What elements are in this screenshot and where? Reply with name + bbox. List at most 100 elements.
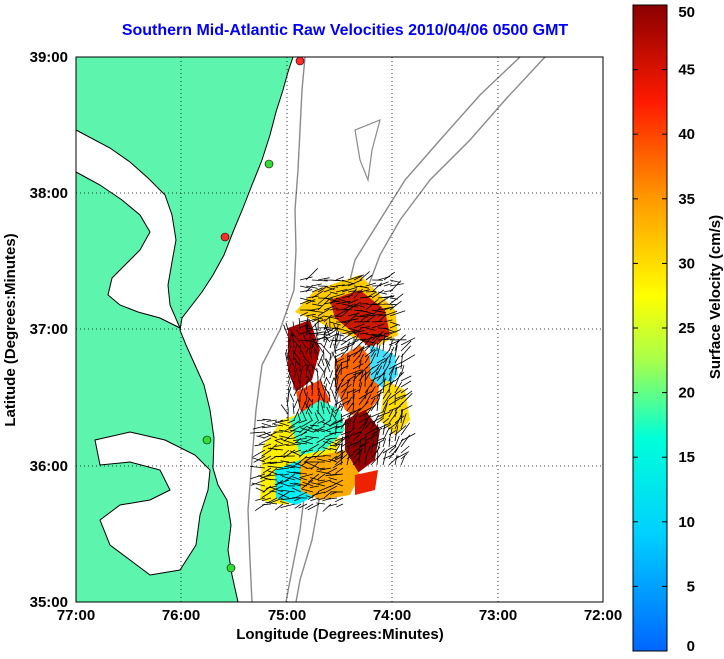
velocity-vector [287, 355, 295, 367]
velocity-vector [388, 427, 393, 442]
velocity-vector [299, 339, 309, 342]
velocity-vector [388, 340, 393, 352]
velocity-vector [370, 368, 379, 376]
velocity-vector [322, 503, 332, 512]
velocity-vector [383, 283, 393, 287]
velocity-vector [269, 490, 278, 493]
velocity-vector [340, 339, 350, 346]
velocity-vector [364, 420, 372, 430]
velocity-vector [308, 369, 313, 379]
velocity-vector [353, 303, 365, 308]
velocity-vector [292, 437, 308, 442]
velocity-vector [382, 334, 386, 352]
velocity-vector [334, 357, 345, 364]
velocity-vector [311, 287, 323, 293]
velocity-vector [323, 331, 325, 343]
velocity-vector [352, 372, 357, 388]
velocity-vector [326, 406, 331, 415]
velocity-vector [358, 438, 362, 454]
velocity-vector [394, 371, 405, 382]
velocity-vector [382, 450, 387, 466]
velocity-vector [304, 437, 314, 443]
velocity-vector [394, 372, 402, 388]
velocity-vector [358, 360, 362, 370]
velocity-vector [359, 271, 370, 281]
velocity-vector [376, 402, 379, 412]
station-marker [202, 435, 212, 445]
velocity-vector [265, 501, 278, 505]
velocity-vector [316, 341, 325, 355]
velocity-vector [267, 461, 278, 464]
velocity-vector [325, 358, 331, 367]
velocity-vector [376, 452, 379, 466]
velocity-vector [301, 419, 314, 428]
velocity-vector [365, 298, 379, 311]
velocity-vector [340, 441, 350, 448]
velocity-vector [394, 425, 407, 436]
velocity-vector [293, 461, 308, 469]
velocity-vector [291, 332, 301, 343]
velocity-vector [300, 427, 314, 433]
velocity-vector [394, 413, 402, 430]
velocity-vector [293, 408, 300, 421]
velocity-vector [311, 315, 324, 320]
velocity-vector [287, 363, 292, 373]
velocity-vector [287, 389, 290, 403]
velocity-vector [389, 321, 401, 326]
velocity-vector [394, 454, 398, 466]
colorbar-tick-label: 45 [678, 62, 695, 79]
velocity-vector [328, 391, 331, 403]
velocity-vector [329, 407, 334, 421]
velocity-vector [335, 308, 349, 317]
velocity-vector [400, 380, 412, 388]
velocity-vector [352, 332, 360, 346]
velocity-vector [284, 465, 296, 469]
velocity-vector [323, 315, 339, 320]
velocity-vector [341, 294, 354, 299]
velocity-vector [301, 341, 307, 349]
velocity-vector [365, 314, 376, 323]
velocity-vector [298, 419, 308, 424]
velocity-vector [277, 492, 290, 499]
velocity-vector [319, 467, 332, 471]
velocity-vector [359, 289, 370, 293]
velocity-vector [388, 340, 399, 346]
velocity-vector [389, 324, 398, 329]
velocity-vector [346, 427, 355, 436]
velocity-vector [329, 291, 338, 295]
velocity-vector [340, 386, 348, 400]
velocity-vector [293, 351, 295, 361]
velocity-vector [269, 461, 284, 465]
velocity-vector [253, 455, 266, 463]
velocity-vector [352, 447, 363, 460]
velocity-vector [329, 370, 333, 379]
velocity-vector [328, 477, 338, 481]
velocity-vector [305, 436, 320, 439]
velocity-vector [364, 344, 372, 352]
velocity-vector [293, 359, 297, 373]
velocity-vector [309, 477, 320, 481]
velocity-vector [325, 336, 331, 343]
velocity-vector [388, 409, 394, 418]
velocity-vector [364, 434, 377, 442]
velocity-vector [262, 467, 272, 474]
velocity-vector [262, 503, 272, 506]
velocity-vector [364, 414, 372, 424]
velocity-vector [347, 298, 359, 305]
velocity-vector [263, 432, 278, 439]
velocity-vector [347, 327, 359, 332]
velocity-vector [353, 323, 365, 329]
velocity-vector [334, 330, 340, 346]
velocity-vector [376, 388, 384, 394]
velocity-vector [382, 369, 386, 382]
velocity-vector [280, 473, 290, 476]
velocity-vector [299, 329, 312, 335]
velocity-vector [311, 331, 325, 335]
velocity-vector [287, 345, 292, 355]
velocity-vector [358, 395, 367, 406]
velocity-vector [389, 280, 402, 293]
velocity-vector [376, 437, 385, 442]
velocity-vector [323, 491, 332, 499]
velocity-vector [317, 388, 320, 397]
velocity-vector [287, 381, 292, 391]
